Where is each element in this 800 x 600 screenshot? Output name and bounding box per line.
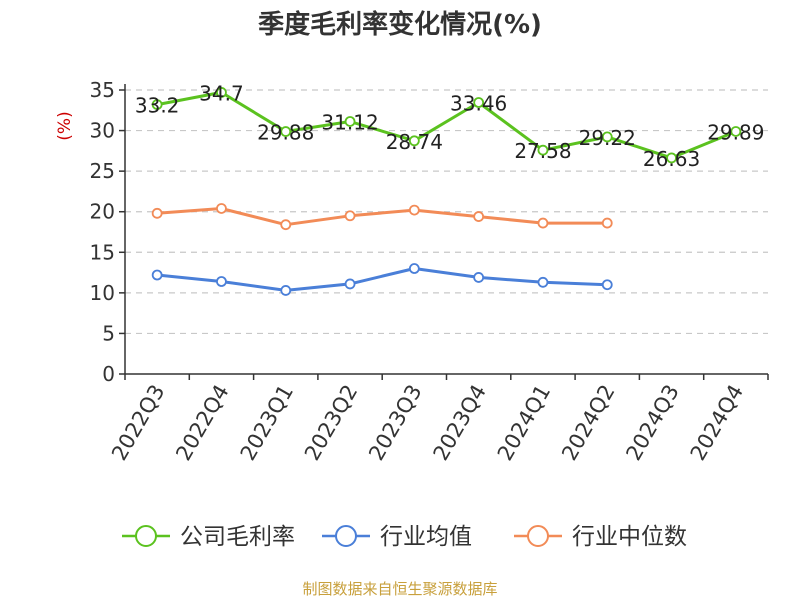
data-point <box>408 263 420 274</box>
series-line-1 <box>157 267 608 292</box>
data-label: 29.22 <box>579 126 636 150</box>
data-label: 27.58 <box>514 139 571 163</box>
data-point <box>216 276 227 287</box>
legend-label: 行业中位数 <box>572 524 687 550</box>
data-point <box>537 144 549 156</box>
series-line-0 <box>156 90 737 160</box>
data-label: 31.12 <box>321 110 378 134</box>
y-axis-label: (%) <box>55 111 75 140</box>
legend-swatch-marker <box>527 525 549 547</box>
y-tick-label: 20 <box>90 200 115 224</box>
y-tick-label: 5 <box>102 321 115 345</box>
legend-label: 公司毛利率 <box>180 524 295 550</box>
chart-title: 季度毛利率变化情况(%) <box>258 10 542 40</box>
data-point <box>280 285 292 296</box>
data-point <box>344 278 356 290</box>
x-tick-label: 2023Q2 <box>300 381 362 465</box>
data-point <box>408 204 420 216</box>
data-label: 33.46 <box>450 91 507 115</box>
legend-swatch-marker <box>335 525 357 547</box>
data-point <box>344 116 356 127</box>
x-tick-label: 2024Q3 <box>621 381 683 465</box>
y-tick-label: 35 <box>90 78 115 102</box>
legend-label: 行业均值 <box>380 524 472 550</box>
data-point <box>537 217 549 229</box>
data-point <box>730 126 742 137</box>
data-point <box>151 207 163 219</box>
data-point <box>280 126 292 137</box>
data-point <box>408 135 420 147</box>
y-tick-label: 25 <box>90 159 115 183</box>
y-tick-label: 15 <box>90 240 115 264</box>
data-label: 33.2 <box>135 94 180 118</box>
data-point <box>344 210 356 222</box>
y-tick-label: 0 <box>102 362 115 386</box>
x-tick-label: 2024Q1 <box>493 381 555 465</box>
data-label: 26.63 <box>643 147 700 171</box>
y-tick-label: 10 <box>90 281 115 305</box>
data-label: 28.74 <box>386 130 443 154</box>
data-point <box>473 97 485 108</box>
data-point <box>473 211 485 222</box>
data-point <box>601 217 613 229</box>
x-tick-label: 2024Q2 <box>557 381 619 465</box>
data-label: 29.89 <box>707 120 764 144</box>
y-tick-label: 30 <box>90 119 115 143</box>
data-point <box>666 152 677 164</box>
data-point <box>216 203 227 214</box>
x-tick-label: 2023Q4 <box>429 381 491 465</box>
source-note: 制图数据来自恒生聚源数据库 <box>302 580 498 598</box>
legend-swatch-marker <box>135 525 157 547</box>
series-line-2 <box>157 207 608 227</box>
data-point <box>216 87 227 98</box>
data-label: 34.7 <box>199 81 244 105</box>
data-label: 29.88 <box>257 121 314 145</box>
x-tick-label: 2023Q3 <box>364 381 426 465</box>
data-point <box>601 131 613 143</box>
x-tick-label: 2022Q4 <box>171 381 233 465</box>
data-point <box>151 99 163 111</box>
data-point <box>601 279 613 291</box>
x-tick-label: 2023Q1 <box>236 381 298 465</box>
x-tick-label: 2024Q4 <box>686 381 748 465</box>
data-point <box>537 276 549 288</box>
data-point <box>151 269 163 281</box>
data-point <box>280 219 292 231</box>
x-tick-label: 2022Q3 <box>107 381 169 465</box>
data-point <box>473 272 485 283</box>
